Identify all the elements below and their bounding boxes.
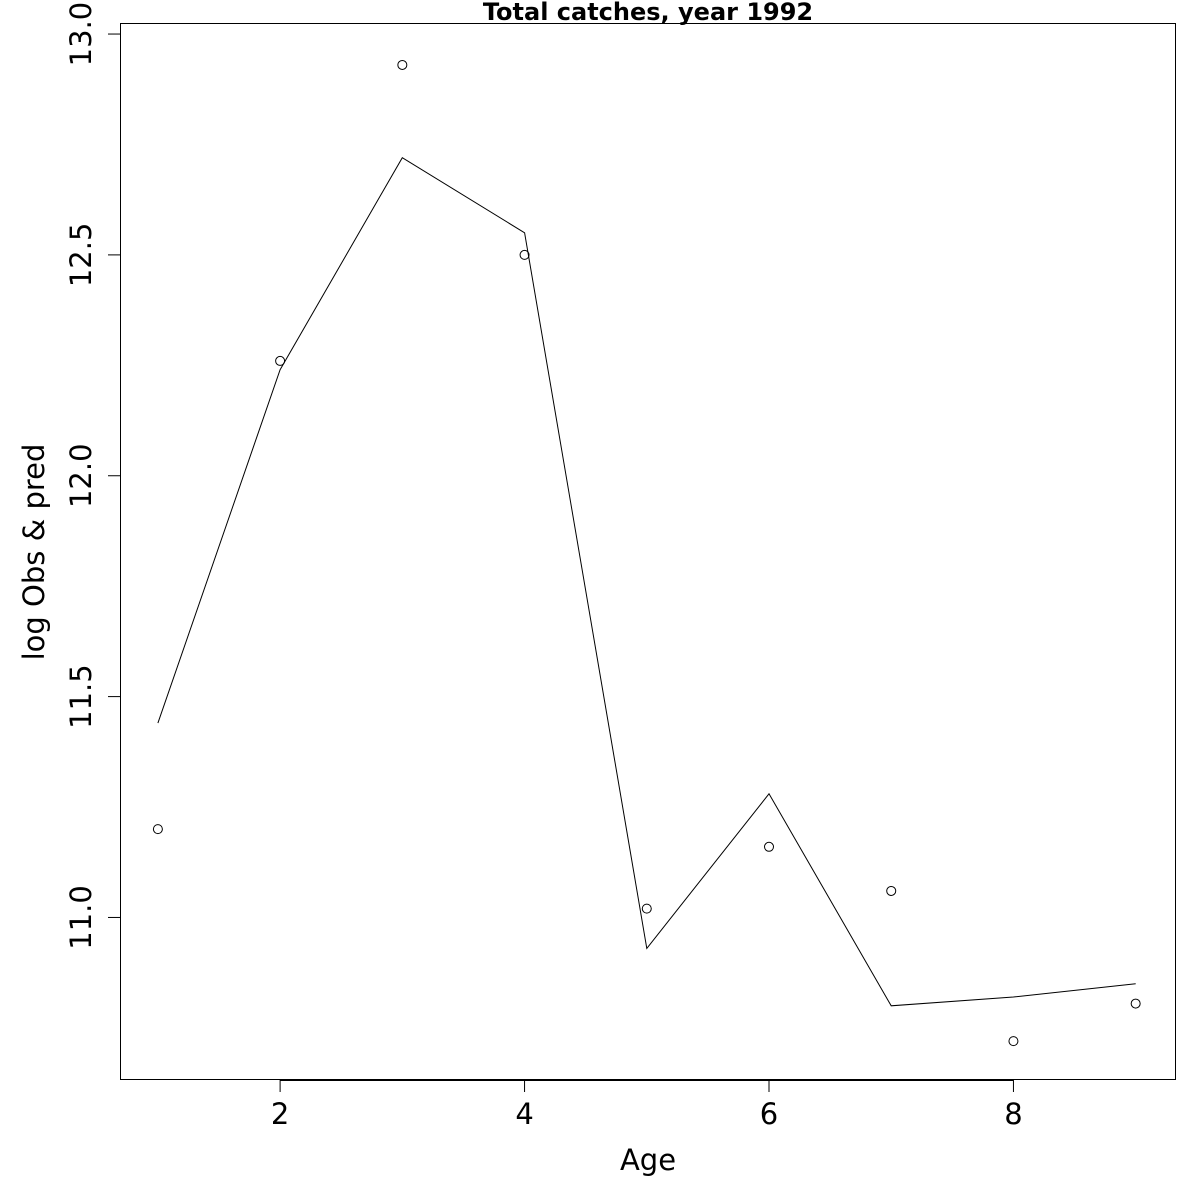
y-axis: 11.0 11.5 12.0 12.5 13.0	[64, 2, 121, 950]
y-tick-label: 12.0	[64, 443, 98, 508]
observed-point	[886, 885, 897, 896]
x-axis: 2 4 6 8	[271, 1080, 1023, 1131]
observed-point	[764, 841, 774, 852]
x-axis-label: Age	[620, 1143, 676, 1177]
x-tick-label: 8	[1004, 1097, 1022, 1131]
y-tick-label: 13.0	[64, 2, 98, 67]
y-tick-label: 11.0	[64, 885, 98, 950]
observed-point	[152, 824, 163, 835]
predicted-line	[157, 157, 1136, 1007]
y-axis-label: log Obs & pred	[17, 444, 51, 661]
chart-title: Total catches, year 1992	[483, 0, 813, 26]
observed-point	[1130, 998, 1141, 1009]
observed-point	[519, 249, 530, 260]
plot-frame	[120, 23, 1176, 1080]
y-tick-label: 11.5	[64, 664, 98, 729]
observed-point	[397, 59, 408, 70]
x-tick-label: 6	[760, 1097, 778, 1131]
x-tick-label: 2	[271, 1097, 289, 1131]
series-layer	[152, 59, 1141, 1047]
y-tick-label: 12.5	[64, 223, 98, 288]
x-tick-label: 4	[515, 1097, 533, 1131]
observed-point	[1008, 1036, 1019, 1047]
observed-point	[275, 355, 286, 366]
observed-point	[641, 903, 652, 914]
